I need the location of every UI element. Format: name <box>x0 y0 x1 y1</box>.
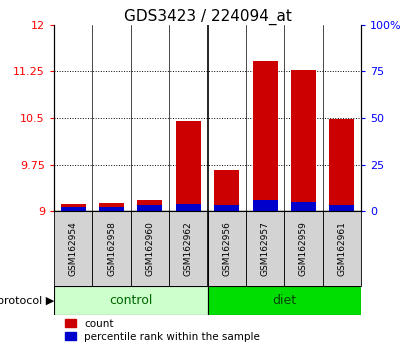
Bar <box>246 211 284 286</box>
Legend: count, percentile rank within the sample: count, percentile rank within the sample <box>65 319 260 342</box>
Bar <box>137 205 162 211</box>
Bar <box>291 70 316 211</box>
Bar <box>93 211 131 286</box>
Bar <box>169 211 208 286</box>
Text: control: control <box>109 294 152 307</box>
Bar <box>54 211 92 286</box>
Text: diet: diet <box>272 294 296 307</box>
Text: GSM162956: GSM162956 <box>222 221 231 276</box>
Title: GDS3423 / 224094_at: GDS3423 / 224094_at <box>124 8 291 25</box>
Bar <box>291 202 316 211</box>
Bar <box>214 205 239 211</box>
Text: GSM162954: GSM162954 <box>68 222 78 276</box>
Bar <box>176 121 201 211</box>
Bar <box>99 207 124 211</box>
Bar <box>99 204 124 211</box>
Text: GSM162959: GSM162959 <box>299 221 308 276</box>
Bar <box>253 200 278 211</box>
Text: protocol ▶: protocol ▶ <box>0 296 54 306</box>
Bar <box>61 207 85 211</box>
Bar <box>137 200 162 211</box>
Text: GSM162957: GSM162957 <box>261 221 270 276</box>
Bar <box>330 119 354 211</box>
Text: GSM162962: GSM162962 <box>184 222 193 276</box>
Bar <box>214 170 239 211</box>
Text: GSM162960: GSM162960 <box>145 221 154 276</box>
Bar <box>176 204 201 211</box>
Bar <box>54 286 208 315</box>
Bar <box>330 205 354 211</box>
Bar <box>208 211 246 286</box>
Bar <box>284 211 323 286</box>
Text: GSM162958: GSM162958 <box>107 221 116 276</box>
Bar <box>61 204 85 211</box>
Bar <box>131 211 169 286</box>
Bar <box>323 211 361 286</box>
Bar <box>253 61 278 211</box>
Text: GSM162961: GSM162961 <box>337 221 347 276</box>
Bar <box>208 286 361 315</box>
